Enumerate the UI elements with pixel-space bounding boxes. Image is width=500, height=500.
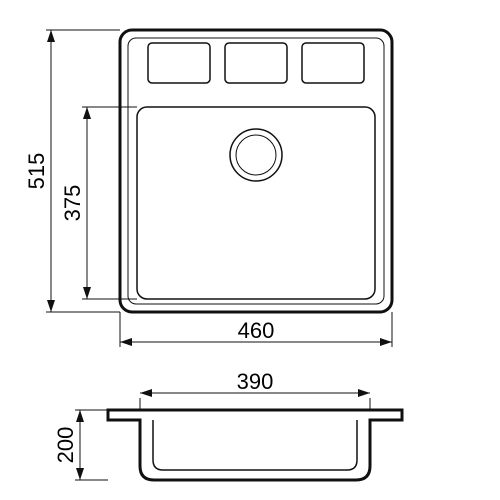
section-view [108,410,402,480]
section-inner [153,420,357,470]
rear-panel-1 [148,43,210,83]
dim-390: 390 [237,369,274,394]
dim-515: 515 [24,153,49,190]
technical-drawing: 460 375 515 390 200 [0,0,500,500]
top-view [120,30,392,312]
bowl-opening [137,107,375,299]
rear-panel-3 [302,43,364,83]
dim-200: 200 [53,427,78,464]
drain-outer [230,129,282,181]
drain-inner [236,135,276,175]
rear-panel-2 [225,43,287,83]
dim-375: 375 [60,185,85,222]
dim-460: 460 [238,318,275,343]
